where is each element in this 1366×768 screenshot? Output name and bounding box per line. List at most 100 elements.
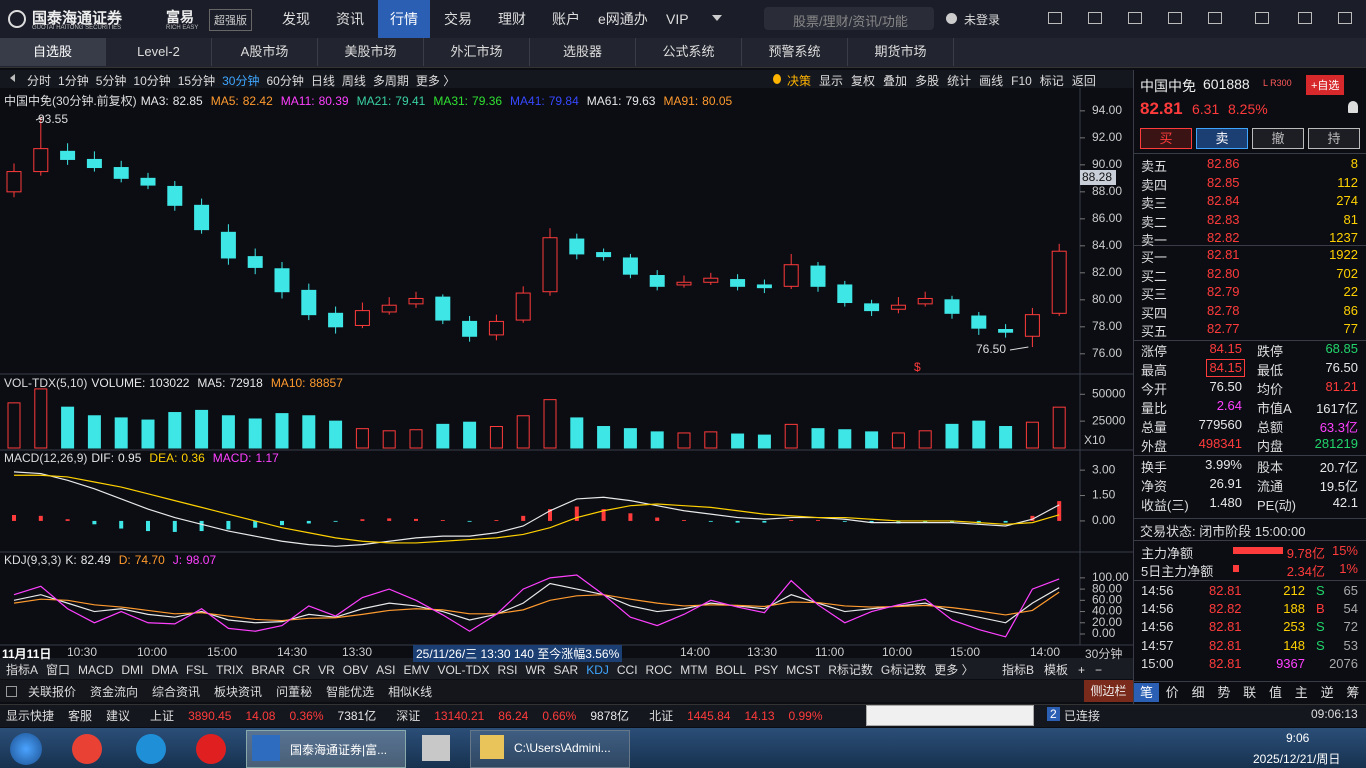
quote-tab[interactable]: 筹: [1346, 685, 1360, 700]
period[interactable]: 分时: [27, 74, 52, 88]
tab[interactable]: 期货市场: [848, 38, 954, 66]
indicator[interactable]: VR: [318, 662, 335, 677]
login[interactable]: 未登录: [964, 13, 1001, 27]
quote-tab[interactable]: 联: [1243, 685, 1257, 700]
indicator[interactable]: R标记数: [828, 663, 873, 677]
quote-tab[interactable]: 逆: [1320, 685, 1334, 700]
bottom-tab[interactable]: 问董秘: [276, 685, 313, 699]
window-icon[interactable]: [1128, 12, 1142, 24]
tool[interactable]: F10: [1011, 73, 1032, 88]
quote-tab[interactable]: 值: [1268, 685, 1282, 700]
period[interactable]: 周线: [341, 74, 366, 88]
bottom-tab[interactable]: 板块资讯: [214, 685, 263, 699]
indicator[interactable]: TRIX: [216, 662, 244, 677]
indicator[interactable]: 更多 〉: [934, 663, 974, 677]
indicator[interactable]: MACD: [78, 662, 114, 677]
indicator[interactable]: WR: [525, 662, 546, 677]
menu-item[interactable]: 行情: [378, 0, 430, 38]
app-icon[interactable]: [136, 734, 166, 764]
indicator[interactable]: EMV: [403, 662, 430, 677]
indicator[interactable]: G标记数: [880, 663, 927, 677]
indicator[interactable]: MCST: [786, 662, 821, 677]
menu-item[interactable]: e网通办: [598, 11, 648, 27]
indicator[interactable]: ROC: [645, 662, 673, 677]
indicator[interactable]: RSI: [497, 662, 518, 677]
period[interactable]: 10分钟: [133, 74, 171, 88]
tool[interactable]: 标记: [1039, 74, 1064, 88]
tab[interactable]: 外汇市场: [424, 38, 530, 66]
tab[interactable]: 预警系统: [742, 38, 848, 66]
menu-item[interactable]: 资讯: [336, 11, 364, 27]
window-icon[interactable]: [1298, 12, 1312, 24]
indicator[interactable]: 指标A: [6, 663, 39, 677]
period[interactable]: 多周期: [372, 74, 409, 88]
menu-item[interactable]: 发现: [282, 11, 310, 27]
window-icon[interactable]: [1168, 12, 1182, 24]
quote-tab[interactable]: 主: [1294, 685, 1308, 700]
indicator[interactable]: OBV: [342, 662, 369, 677]
period[interactable]: 60分钟: [266, 74, 304, 88]
app-icon[interactable]: [196, 734, 226, 764]
window-icon[interactable]: [1208, 12, 1222, 24]
indicator[interactable]: BOLL: [715, 662, 747, 677]
period[interactable]: 1分钟: [58, 74, 89, 88]
sidebar[interactable]: 侧边栏: [1084, 680, 1133, 702]
app-icon[interactable]: [72, 734, 102, 764]
indicator[interactable]: 窗口: [46, 663, 71, 677]
tab[interactable]: 选股器: [530, 38, 636, 66]
indicator[interactable]: ASI: [376, 662, 396, 677]
tool[interactable]: 统计: [947, 74, 972, 88]
status-item[interactable]: 客服: [68, 709, 93, 723]
indicator[interactable]: SAR: [553, 662, 579, 677]
menu-item[interactable]: 交易: [444, 11, 472, 27]
period[interactable]: 5分钟: [95, 74, 127, 88]
tab[interactable]: A股市场: [212, 38, 318, 66]
status-item[interactable]: 建议: [106, 709, 131, 723]
indicator[interactable]: DMA: [151, 662, 179, 677]
indicator[interactable]: CCI: [616, 662, 638, 677]
indicator[interactable]: VOL-TDX: [437, 662, 490, 677]
status-item[interactable]: 显示快捷: [6, 709, 55, 723]
tool[interactable]: 画线: [979, 74, 1004, 88]
bottom-tab[interactable]: 关联报价: [28, 685, 77, 699]
period[interactable]: 更多 〉: [415, 74, 456, 88]
indicator[interactable]: KDJ: [586, 662, 609, 677]
tab[interactable]: Level-2: [106, 38, 212, 66]
edition[interactable]: 超强版: [209, 9, 252, 31]
indicator[interactable]: CR: [292, 662, 311, 677]
quote-tab[interactable]: 笔: [1134, 683, 1159, 702]
start[interactable]: [10, 733, 42, 765]
tab[interactable]: 公式系统: [636, 38, 742, 66]
indicator-right[interactable]: +: [1078, 662, 1086, 677]
window-icon[interactable]: [1048, 12, 1062, 24]
tool[interactable]: 显示: [819, 74, 844, 88]
bottom-tab[interactable]: 智能优选: [326, 685, 375, 699]
period[interactable]: 15分钟: [177, 74, 216, 88]
search-box[interactable]: [764, 7, 934, 30]
window-icon[interactable]: [1255, 12, 1269, 24]
window-icon[interactable]: [1088, 12, 1102, 24]
tool[interactable]: 叠加: [883, 74, 908, 88]
indicator-right[interactable]: 指标B: [1002, 663, 1035, 677]
tool[interactable]: 多股: [915, 74, 940, 88]
window-icon[interactable]: [1338, 12, 1352, 24]
trade-btn[interactable]: 持: [1308, 128, 1360, 149]
watch-btn[interactable]: +自选: [1306, 75, 1345, 95]
quote-tab[interactable]: 势: [1217, 685, 1231, 700]
indicator-right[interactable]: 模板: [1044, 663, 1069, 677]
bottom-tab[interactable]: 综合资讯: [152, 685, 201, 699]
trade-btn[interactable]: 买: [1140, 128, 1192, 149]
quote-tab[interactable]: 细: [1191, 685, 1205, 700]
menu-item[interactable]: VIP: [666, 11, 689, 27]
tab[interactable]: 自选股: [0, 38, 106, 66]
tool[interactable]: 决策: [787, 74, 812, 88]
period[interactable]: 日线: [310, 74, 335, 88]
tool[interactable]: 返回: [1071, 74, 1096, 88]
indicator[interactable]: BRAR: [251, 662, 285, 677]
trade-btn[interactable]: 卖: [1196, 128, 1248, 149]
bottom-tab[interactable]: 资金流向: [90, 685, 139, 699]
indicator[interactable]: FSL: [186, 662, 209, 677]
tool[interactable]: 复权: [851, 74, 876, 88]
quote-tab[interactable]: 价: [1165, 685, 1179, 700]
indicator[interactable]: MTM: [680, 662, 708, 677]
